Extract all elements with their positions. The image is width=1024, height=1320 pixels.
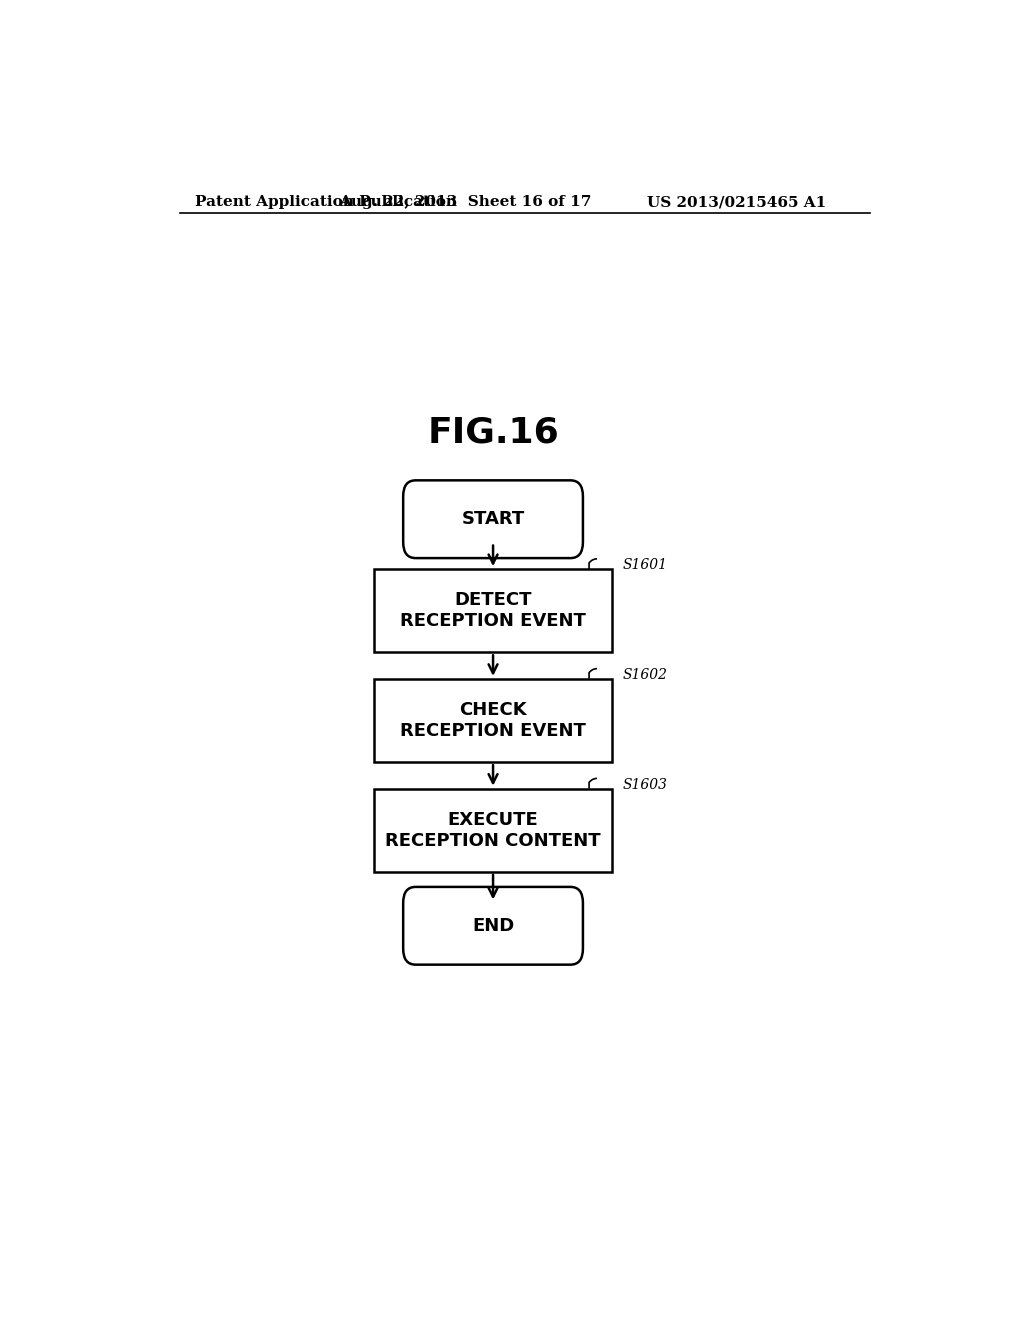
Text: EXECUTE
RECEPTION CONTENT: EXECUTE RECEPTION CONTENT xyxy=(385,810,601,850)
FancyBboxPatch shape xyxy=(403,887,583,965)
Text: START: START xyxy=(462,511,524,528)
Text: S1603: S1603 xyxy=(623,777,668,792)
Bar xyxy=(374,788,612,873)
Text: S1602: S1602 xyxy=(623,668,668,681)
FancyBboxPatch shape xyxy=(403,480,583,558)
Text: END: END xyxy=(472,917,514,935)
Text: DETECT
RECEPTION EVENT: DETECT RECEPTION EVENT xyxy=(400,591,586,630)
Text: FIG.16: FIG.16 xyxy=(427,416,559,450)
Text: CHECK
RECEPTION EVENT: CHECK RECEPTION EVENT xyxy=(400,701,586,741)
Bar xyxy=(374,678,612,762)
Text: Aug. 22, 2013  Sheet 16 of 17: Aug. 22, 2013 Sheet 16 of 17 xyxy=(339,195,592,209)
Text: Patent Application Publication: Patent Application Publication xyxy=(196,195,458,209)
Text: S1601: S1601 xyxy=(623,558,668,572)
Bar xyxy=(374,569,612,652)
Text: US 2013/0215465 A1: US 2013/0215465 A1 xyxy=(647,195,826,209)
